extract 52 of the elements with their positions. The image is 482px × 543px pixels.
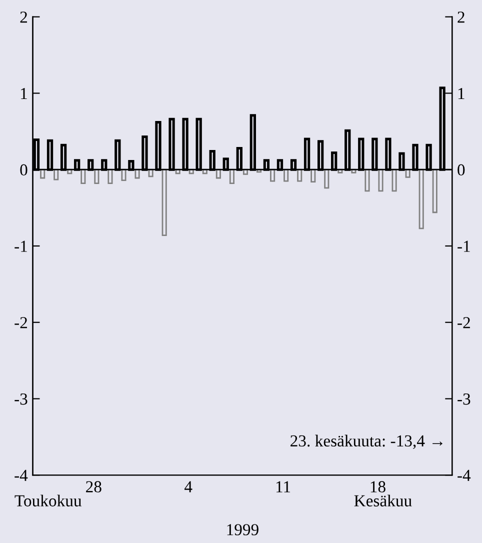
bar: [94, 168, 100, 184]
bar: [242, 168, 248, 175]
bar: [121, 168, 126, 181]
bar: [364, 168, 370, 192]
bar: [67, 168, 72, 174]
text: Kesäkuu: [354, 494, 412, 506]
y-tick-label: -3: [14, 393, 28, 405]
x-axis-title: 1999: [227, 524, 258, 536]
x-tick-label: 28: [86, 481, 102, 492]
text: Toukokuu: [14, 494, 82, 506]
bar: [54, 168, 59, 180]
bar: [284, 168, 289, 182]
bar: [392, 168, 397, 192]
bar: [108, 168, 113, 184]
y2-tick-label: 1: [458, 88, 464, 99]
bar: [162, 168, 167, 236]
bar: [188, 168, 194, 174]
y-tick-label: -1: [14, 240, 27, 252]
y-tick-label: -4: [14, 470, 28, 481]
x-tick-label: 18: [370, 481, 386, 492]
y2-tick-label: -3: [458, 393, 470, 405]
bar: [40, 168, 46, 179]
y-tick-label: 2: [20, 12, 27, 23]
x-tick-label: 11: [276, 481, 290, 492]
y-tick-label: -2: [14, 317, 27, 328]
bar: [418, 168, 424, 230]
y2-tick-label: -1: [458, 240, 470, 252]
bar: [338, 168, 343, 174]
bar: [148, 168, 154, 178]
bar: [351, 168, 356, 174]
y2-tick-label: -2: [458, 317, 470, 328]
bar: [405, 168, 410, 178]
x-tick-label: 4: [184, 481, 192, 492]
annotation: 23. kesäkuuta: -13,4 →: [290, 434, 442, 449]
y-tick-label: 1: [21, 88, 27, 99]
bar: [134, 168, 140, 179]
bar: [310, 168, 316, 183]
y2-tick-label: 2: [458, 12, 464, 23]
bar: [324, 168, 330, 189]
bar: [270, 168, 276, 182]
bar: [297, 168, 302, 182]
bar: [432, 168, 438, 214]
bar: [175, 168, 180, 174]
y2-tick-label: -4: [458, 470, 471, 481]
bar: [202, 168, 208, 174]
bar: [229, 168, 234, 184]
bar: [256, 168, 262, 173]
y-tick-label: 0: [20, 164, 28, 176]
y2-tick-label: 0: [458, 164, 465, 176]
bar: [80, 168, 86, 184]
bar: [378, 168, 384, 192]
bar: [216, 168, 221, 179]
